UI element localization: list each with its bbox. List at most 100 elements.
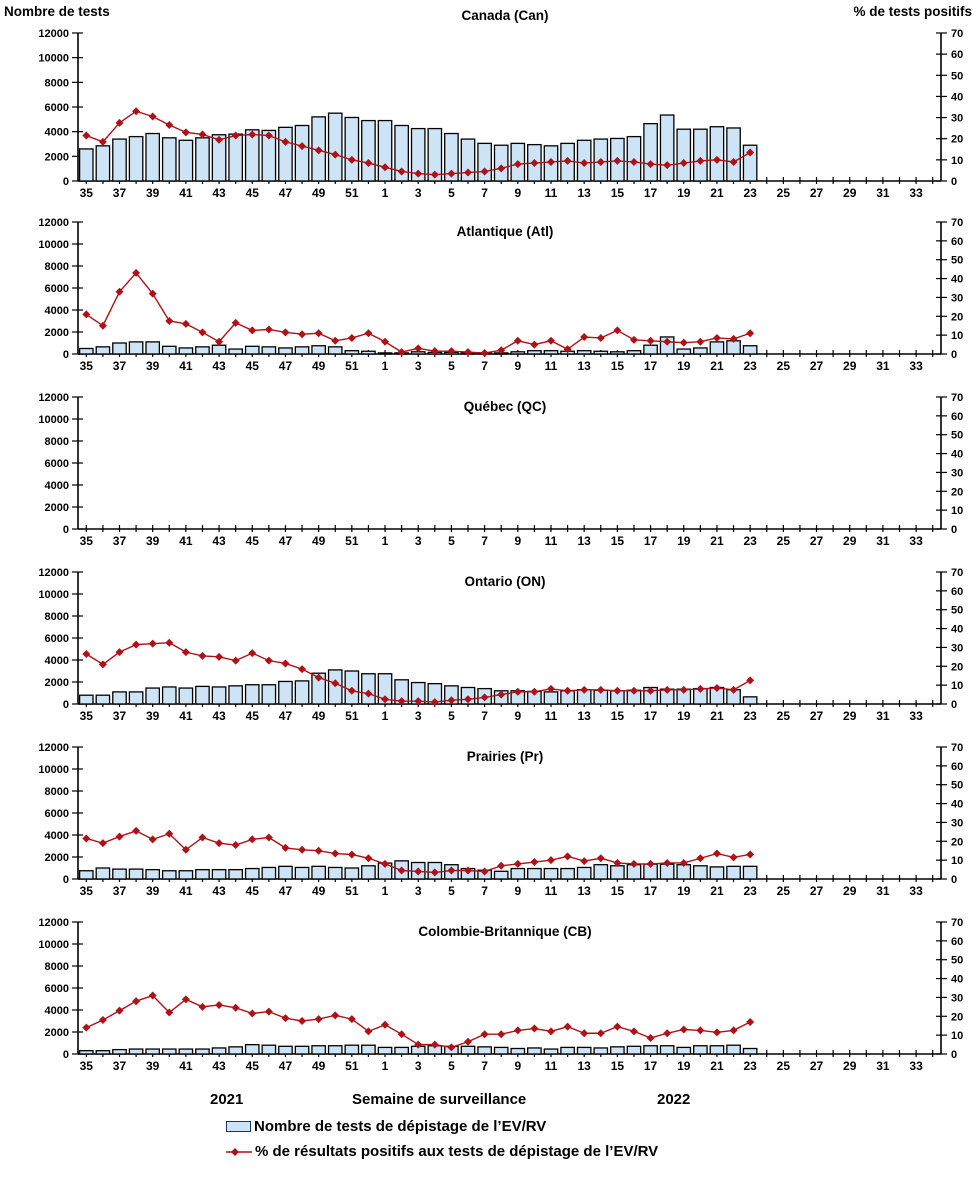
svg-text:2000: 2000 <box>45 852 69 864</box>
svg-text:70: 70 <box>951 567 963 579</box>
svg-text:37: 37 <box>113 1059 127 1073</box>
svg-text:37: 37 <box>113 186 127 200</box>
svg-text:8000: 8000 <box>45 436 69 448</box>
svg-text:43: 43 <box>212 884 226 898</box>
svg-text:19: 19 <box>677 709 691 723</box>
svg-text:70: 70 <box>951 217 963 229</box>
svg-text:35: 35 <box>80 884 94 898</box>
svg-text:43: 43 <box>212 359 226 373</box>
svg-text:35: 35 <box>80 186 94 200</box>
svg-text:5: 5 <box>448 1059 455 1073</box>
svg-text:10: 10 <box>951 1030 963 1042</box>
svg-text:51: 51 <box>345 186 359 200</box>
svg-text:47: 47 <box>279 534 293 548</box>
svg-text:8000: 8000 <box>45 261 69 273</box>
svg-text:39: 39 <box>146 186 160 200</box>
svg-text:27: 27 <box>810 709 824 723</box>
svg-text:8000: 8000 <box>45 961 69 973</box>
svg-text:10: 10 <box>951 855 963 867</box>
svg-text:10000: 10000 <box>38 53 69 65</box>
svg-text:17: 17 <box>644 186 658 200</box>
svg-text:47: 47 <box>279 186 293 200</box>
svg-text:11: 11 <box>545 186 558 200</box>
legend-item-positivity: % de résultats positifs aux tests de dép… <box>226 1143 658 1160</box>
svg-text:6000: 6000 <box>45 283 69 295</box>
svg-text:7: 7 <box>481 1059 488 1073</box>
svg-text:50: 50 <box>951 70 963 82</box>
svg-text:37: 37 <box>113 709 127 723</box>
svg-text:23: 23 <box>743 1059 757 1073</box>
svg-text:49: 49 <box>312 1059 326 1073</box>
svg-text:Canada (Can): Canada (Can) <box>461 8 548 23</box>
svg-text:10: 10 <box>951 330 963 342</box>
svg-text:45: 45 <box>246 534 260 548</box>
svg-text:21: 21 <box>710 186 724 200</box>
svg-text:50: 50 <box>951 255 963 267</box>
svg-text:Atlantique (Atl): Atlantique (Atl) <box>457 224 554 239</box>
svg-text:9: 9 <box>514 709 521 723</box>
svg-text:39: 39 <box>146 884 160 898</box>
svg-text:9: 9 <box>514 359 521 373</box>
svg-text:10000: 10000 <box>38 239 69 251</box>
svg-text:25: 25 <box>777 709 791 723</box>
svg-text:40: 40 <box>951 274 963 286</box>
svg-text:4000: 4000 <box>45 480 69 492</box>
svg-text:2000: 2000 <box>45 151 69 163</box>
svg-text:% de tests positifs: % de tests positifs <box>853 4 972 19</box>
svg-text:43: 43 <box>212 1059 226 1073</box>
svg-text:10: 10 <box>951 155 963 167</box>
year-right-label: 2022 <box>657 1091 691 1108</box>
svg-text:5: 5 <box>448 534 455 548</box>
legend-item-tests: Nombre de tests de dépistage de l’EV/RV <box>226 1118 658 1135</box>
svg-text:23: 23 <box>743 884 757 898</box>
svg-text:0: 0 <box>951 874 957 886</box>
svg-text:13: 13 <box>578 534 592 548</box>
svg-text:43: 43 <box>212 709 226 723</box>
svg-text:1: 1 <box>382 534 389 548</box>
svg-text:49: 49 <box>312 884 326 898</box>
svg-text:47: 47 <box>279 359 293 373</box>
svg-text:0: 0 <box>63 176 69 188</box>
svg-text:2000: 2000 <box>45 502 69 514</box>
svg-text:0: 0 <box>63 699 69 711</box>
svg-text:0: 0 <box>63 874 69 886</box>
svg-text:0: 0 <box>951 176 957 188</box>
svg-text:41: 41 <box>179 359 193 373</box>
svg-text:3: 3 <box>415 186 422 200</box>
svg-text:45: 45 <box>246 884 260 898</box>
svg-text:17: 17 <box>644 884 658 898</box>
svg-text:51: 51 <box>345 359 359 373</box>
svg-text:49: 49 <box>312 534 326 548</box>
svg-text:1: 1 <box>382 709 389 723</box>
svg-text:15: 15 <box>611 534 625 548</box>
chart-canada: 0 2000 4000 6000 8000 10000 12000 0 10 20 30 40 50 60… <box>4 4 972 200</box>
svg-text:50: 50 <box>951 605 963 617</box>
svg-text:33: 33 <box>909 709 923 723</box>
svg-text:0: 0 <box>951 699 957 711</box>
svg-text:Colombie-Britannique (CB): Colombie-Britannique (CB) <box>418 924 591 939</box>
figure-footer: 2021 Semaine de surveillance 2022 Nombre… <box>0 1085 976 1184</box>
svg-text:5: 5 <box>448 186 455 200</box>
svg-text:13: 13 <box>578 1059 592 1073</box>
svg-text:41: 41 <box>179 186 193 200</box>
svg-text:47: 47 <box>279 709 293 723</box>
svg-text:1: 1 <box>382 186 389 200</box>
svg-text:2000: 2000 <box>45 1027 69 1039</box>
svg-text:0: 0 <box>63 524 69 536</box>
svg-text:6000: 6000 <box>45 633 69 645</box>
svg-text:45: 45 <box>246 359 260 373</box>
svg-text:37: 37 <box>113 534 127 548</box>
svg-text:19: 19 <box>677 359 691 373</box>
svg-text:12000: 12000 <box>38 917 69 929</box>
svg-text:29: 29 <box>843 534 857 548</box>
svg-text:3: 3 <box>415 1059 422 1073</box>
svg-text:37: 37 <box>113 359 127 373</box>
svg-text:13: 13 <box>578 359 592 373</box>
panel-atlantique: 0 2000 4000 6000 8000 10000 12000 0 10 20 30 40 50 60… <box>0 210 976 385</box>
bar-swatch-icon <box>226 1121 251 1132</box>
svg-text:39: 39 <box>146 534 160 548</box>
svg-text:50: 50 <box>951 955 963 967</box>
svg-text:0: 0 <box>951 1049 957 1061</box>
svg-text:11: 11 <box>545 884 558 898</box>
svg-text:70: 70 <box>951 28 963 40</box>
